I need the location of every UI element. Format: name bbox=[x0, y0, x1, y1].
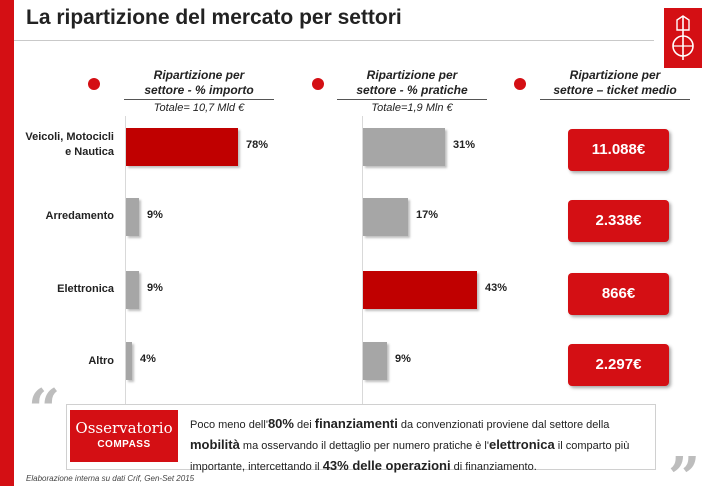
summary-text: Poco meno dell'80% dei finanziamenti da … bbox=[190, 414, 652, 477]
bar-value-label: 31% bbox=[453, 139, 476, 151]
note-highlight: mobilità bbox=[190, 437, 240, 452]
column-header-underline bbox=[540, 99, 690, 100]
category-line1: Veicoli, Motocicli bbox=[25, 131, 114, 143]
ticket-box: 2.297€ bbox=[568, 344, 669, 386]
bar-4 bbox=[363, 342, 387, 380]
category-label-altro: Altro bbox=[14, 354, 114, 369]
column-header-ticket: Ripartizione per settore – ticket medio bbox=[528, 68, 702, 100]
ticket-box: 11.088€ bbox=[568, 129, 669, 171]
column-header-line1: Ripartizione per bbox=[153, 68, 245, 82]
note-highlight: finanziamenti bbox=[314, 416, 398, 431]
column-bullet-1 bbox=[88, 78, 100, 90]
column-header-line2: settore - % importo bbox=[144, 83, 254, 97]
note-text: il comparto più importante, intercettand… bbox=[190, 440, 630, 473]
category-line1: Altro bbox=[88, 355, 114, 367]
page-title: La ripartizione del mercato per settori bbox=[26, 6, 402, 29]
ticket-box: 866€ bbox=[568, 273, 669, 315]
column-header-pratiche: Ripartizione per settore - % pratiche To… bbox=[325, 68, 499, 116]
column-header-line2: settore – ticket medio bbox=[553, 83, 677, 97]
bar-2 bbox=[126, 198, 139, 236]
logo-line1: Osservatorio bbox=[75, 419, 173, 437]
note-text: ma osservando il dettaglio per numero pr… bbox=[239, 440, 489, 452]
column-bullet-2 bbox=[312, 78, 324, 90]
category-label-veicoli: Veicoli, Motocicli e Nautica bbox=[14, 130, 114, 160]
title-divider bbox=[14, 40, 654, 41]
bar-value-label: 78% bbox=[246, 139, 269, 151]
category-line1: Elettronica bbox=[57, 283, 114, 295]
note-highlight: 80% bbox=[267, 416, 294, 431]
note-text: Poco meno dell' bbox=[190, 419, 268, 431]
bar-value-label: 9% bbox=[147, 209, 163, 221]
bar-1 bbox=[126, 128, 238, 166]
column-header-total: Totale=1,9 Mln € bbox=[371, 102, 453, 114]
column-header-underline bbox=[124, 99, 274, 100]
column-bullet-3 bbox=[514, 78, 526, 90]
ticket-box: 2.338€ bbox=[568, 200, 669, 242]
note-text: da convenzionati proviene dal settore de… bbox=[397, 419, 610, 431]
close-quote-mark: ” bbox=[668, 445, 701, 486]
bar-value-label: 9% bbox=[147, 282, 163, 294]
note-text: di finanziamento. bbox=[450, 461, 537, 473]
open-quote-mark: “ bbox=[28, 377, 61, 443]
bar-3 bbox=[363, 271, 477, 309]
bar-1 bbox=[363, 128, 445, 166]
note-text: dei bbox=[293, 419, 315, 431]
column-header-line1: Ripartizione per bbox=[569, 68, 661, 82]
category-label-arredamento: Arredamento bbox=[14, 209, 114, 224]
brand-logo bbox=[664, 8, 702, 68]
lion-emblem-icon bbox=[672, 15, 694, 60]
column-header-line2: settore - % pratiche bbox=[356, 83, 468, 97]
note-highlight: 43% delle operazioni bbox=[322, 458, 451, 473]
logo-line2: COMPASS bbox=[97, 439, 151, 450]
bar-value-label: 4% bbox=[140, 353, 156, 365]
left-accent-bar bbox=[0, 0, 14, 486]
column-header-line1: Ripartizione per bbox=[366, 68, 458, 82]
bar-value-label: 43% bbox=[485, 282, 508, 294]
osservatorio-logo: Osservatorio COMPASS bbox=[70, 410, 178, 462]
category-line1: Arredamento bbox=[45, 210, 114, 222]
bar-2 bbox=[363, 198, 408, 236]
chart-axis-importo bbox=[125, 116, 126, 428]
bar-3 bbox=[126, 271, 139, 309]
source-note: Elaborazione interna su dati Crif, Gen-S… bbox=[26, 474, 195, 483]
category-line2: e Nautica bbox=[65, 146, 114, 158]
bar-value-label: 9% bbox=[395, 353, 411, 365]
bar-value-label: 17% bbox=[416, 209, 439, 221]
column-header-underline bbox=[337, 99, 487, 100]
bar-4 bbox=[126, 342, 132, 380]
category-label-elettronica: Elettronica bbox=[14, 282, 114, 297]
column-header-total: Totale= 10,7 Mld € bbox=[153, 102, 245, 114]
chart-axis-pratiche bbox=[362, 116, 363, 428]
note-highlight: elettronica bbox=[488, 437, 555, 452]
column-header-importo: Ripartizione per settore - % importo Tot… bbox=[112, 68, 286, 116]
